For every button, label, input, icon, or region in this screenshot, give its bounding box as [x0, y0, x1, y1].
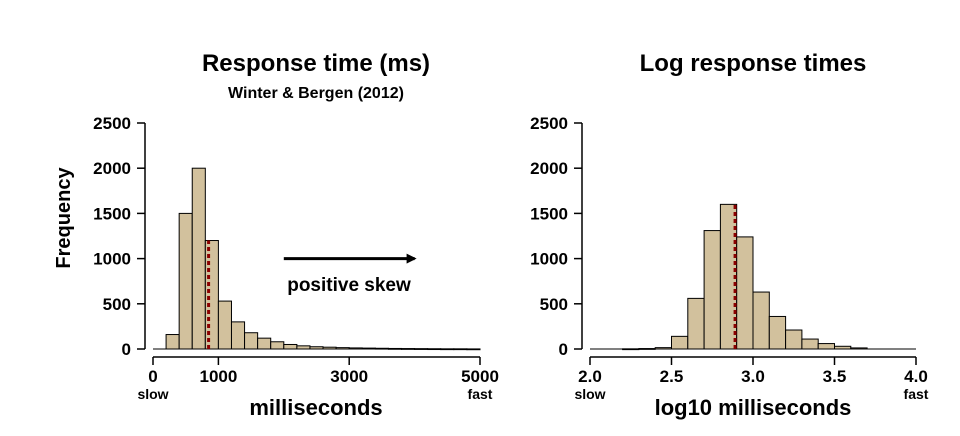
left-histogram-bar — [230, 321, 246, 350]
right-histogram-bar — [785, 329, 803, 350]
right-x-tick-label: 3.0 — [741, 367, 765, 386]
skew-annotation: positive skew — [287, 275, 411, 296]
left-histogram-bar — [165, 334, 180, 350]
right-y-tick-label: 1000 — [530, 250, 568, 269]
right-histogram-bar — [752, 291, 770, 350]
right-y-tick-label: 0 — [559, 340, 568, 359]
left-chart-title: Response time (ms) — [202, 50, 430, 77]
left-histogram-bar — [191, 167, 206, 350]
left-histogram-bar — [217, 300, 232, 350]
right-y-tick-label: 1500 — [530, 204, 568, 223]
left-x-tick-label: 3000 — [330, 367, 368, 386]
right-histogram-bar — [703, 230, 721, 350]
left-histogram-bar — [178, 212, 193, 350]
right-chart-title: Log response times — [640, 50, 867, 77]
right-histogram-bar — [768, 315, 787, 350]
right-x-tick-label: 4.0 — [904, 367, 928, 386]
right-histogram-bar — [817, 343, 836, 350]
right-histogram-bar — [736, 236, 754, 350]
left-x-tick-label: 1000 — [199, 367, 237, 386]
left-y-tick-label: 500 — [103, 295, 131, 314]
left-y-tick-label: 1500 — [93, 204, 131, 223]
left-x-axis-label: milliseconds — [249, 395, 382, 420]
right-edge-label-fast: fast — [904, 386, 929, 402]
left-y-tick-label: 0 — [122, 340, 131, 359]
left-histogram-bar — [244, 332, 259, 350]
right-x-tick-label: 2.0 — [578, 367, 602, 386]
left-edge-label-slow: slow — [137, 386, 168, 402]
right-x-tick-label: 3.5 — [823, 367, 847, 386]
left-x-tick-label: 0 — [148, 367, 157, 386]
left-x-tick-label: 5000 — [461, 367, 499, 386]
right-y-tick-label: 2500 — [530, 114, 568, 133]
right-histogram-bar — [687, 297, 705, 350]
right-edge-label-slow: slow — [574, 386, 605, 402]
left-y-tick-label: 1000 — [93, 250, 131, 269]
left-y-axis-label: Frequency — [53, 167, 75, 269]
right-y-tick-label: 500 — [540, 295, 568, 314]
right-x-axis-label: log10 milliseconds — [655, 395, 852, 420]
right-x-tick-label: 2.5 — [660, 367, 684, 386]
right-histogram-bar — [801, 338, 819, 350]
right-histogram-bar — [671, 335, 689, 350]
left-chart-subtitle: Winter & Bergen (2012) — [228, 85, 404, 102]
left-histogram-bar — [257, 337, 272, 350]
right-y-tick-label: 2000 — [530, 159, 568, 178]
left-histogram-bar — [283, 343, 298, 350]
left-histogram-bar — [270, 341, 285, 350]
left-y-tick-label: 2000 — [93, 159, 131, 178]
left-edge-label-fast: fast — [468, 386, 493, 402]
plot-layer: 0 500 1000 1500 2000 2500 0 1000 3000 5000 0 500 100… — [93, 114, 928, 386]
left-y-tick-label: 2500 — [93, 114, 131, 133]
